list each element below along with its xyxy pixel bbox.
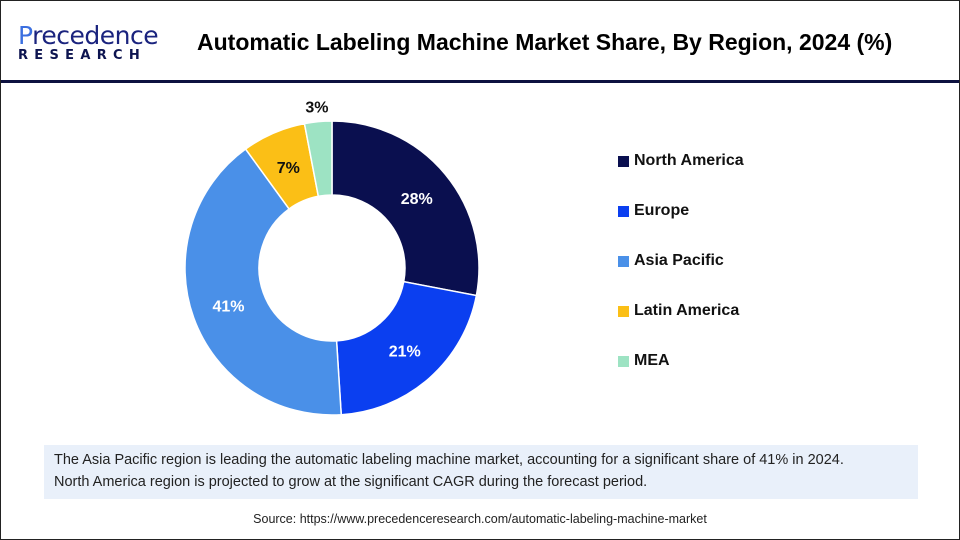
slice-europe: [335, 280, 478, 416]
source-text: Source: https://www.precedenceresearch.c…: [253, 512, 707, 526]
legend-swatch: [618, 305, 629, 317]
slice-mea: [303, 120, 333, 198]
data-label: 21%: [389, 344, 421, 361]
data-label: 3%: [305, 100, 328, 117]
legend-swatch: [618, 355, 629, 367]
legend-label: Europe: [634, 202, 690, 219]
slice-asia-pacific: [184, 148, 343, 416]
logo-initial: P: [18, 21, 33, 50]
precedence-research-logo: Precedence RESEARCH: [18, 21, 159, 63]
legend-swatch: [618, 255, 629, 267]
legend-item: Europe: [618, 202, 689, 220]
legend-item: Asia Pacific: [618, 252, 724, 270]
data-label: 41%: [212, 298, 244, 315]
legend-label: North America: [634, 152, 744, 169]
legend-label: Asia Pacific: [634, 252, 724, 269]
legend-item: North America: [618, 152, 744, 170]
logo-subword: RESEARCH: [18, 48, 147, 63]
legend-label: MEA: [634, 352, 670, 369]
note-line-2: North America region is projected to gro…: [54, 474, 648, 490]
data-label: 7%: [277, 160, 300, 177]
logo-word: recedence: [32, 21, 159, 50]
slice-north-america: [331, 120, 480, 297]
header-divider: [1, 80, 959, 83]
data-label: 28%: [401, 191, 433, 208]
chart-title: Automatic Labeling Machine Market Share,…: [197, 29, 893, 55]
note-line-1: The Asia Pacific region is leading the a…: [54, 452, 844, 468]
legend-item: Latin America: [618, 302, 739, 320]
summary-note: The Asia Pacific region is leading the a…: [44, 445, 918, 499]
legend-swatch: [618, 155, 629, 167]
donut-chart: 28% 21% 41% 7% 3%: [184, 100, 480, 416]
legend-label: Latin America: [634, 302, 740, 319]
legend-item: MEA: [618, 352, 670, 370]
legend-swatch: [618, 205, 629, 217]
